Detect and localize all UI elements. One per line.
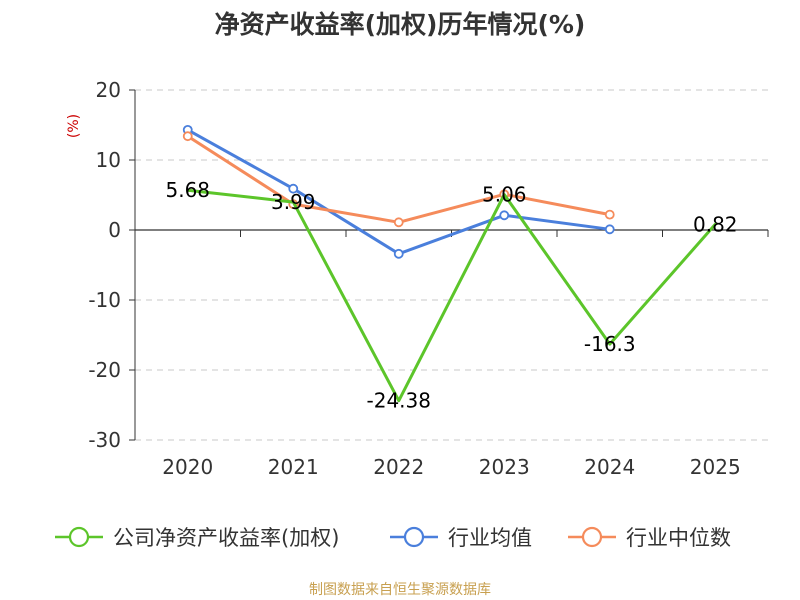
legend-label: 行业均值	[448, 526, 532, 550]
data-label: -16.3	[584, 332, 636, 356]
legend-item-1[interactable]: 公司净资产收益率(加权)	[55, 526, 339, 550]
axes: 20 10 0 -10 -20 -30 2020 2021 2022 2023 2024 2025	[88, 78, 769, 479]
series-3-point	[604, 209, 615, 220]
source-note: 制图数据来自恒生聚源数据库	[309, 582, 491, 598]
x-tick-label: 2024	[584, 455, 635, 479]
legend-label: 公司净资产收益率(加权)	[113, 526, 339, 550]
y-tick-label: 0	[108, 218, 121, 242]
x-tick-label: 2022	[373, 455, 424, 479]
series-2-point	[393, 248, 404, 259]
x-tick-label: 2021	[268, 455, 319, 479]
series-2-line	[186, 128, 612, 256]
legend-marker-icon	[581, 526, 603, 548]
x-tick-label: 2020	[162, 455, 213, 479]
legend-marker-icon	[403, 526, 425, 548]
data-labels: 5.68 3.99 -24.38 5.06 -16.3 0.82	[165, 178, 737, 412]
data-label: 5.68	[165, 178, 210, 202]
series-2-point	[604, 224, 615, 235]
series-2-point	[499, 210, 510, 221]
series-1-line	[186, 188, 717, 403]
data-label: 3.99	[271, 190, 316, 214]
series-2-point	[288, 183, 299, 194]
chart-title: 净资产收益率(加权)历年情况(%)	[215, 10, 586, 39]
series-3-point	[393, 217, 404, 228]
y-tick-label: -10	[88, 288, 121, 312]
legend-label: 行业中位数	[626, 526, 731, 550]
series-3-line	[186, 134, 612, 224]
legend-marker-icon	[68, 526, 90, 548]
y-tick-label: -20	[88, 358, 121, 382]
legend-item-2[interactable]: 行业均值	[390, 526, 532, 550]
x-tick-label: 2025	[690, 455, 741, 479]
y-tick-label: 10	[96, 148, 121, 172]
grid-lines	[135, 89, 768, 441]
data-label: 0.82	[693, 212, 738, 236]
y-axis-unit-label: (%)	[66, 114, 82, 138]
legend: 公司净资产收益率(加权) 行业均值 行业中位数	[55, 526, 731, 550]
series-3-point	[182, 131, 193, 142]
data-label: -24.38	[367, 389, 431, 413]
y-tick-label: 20	[96, 78, 121, 102]
x-tick-label: 2023	[479, 455, 530, 479]
y-tick-label: -30	[88, 428, 121, 452]
data-label: 5.06	[482, 183, 527, 207]
legend-item-3[interactable]: 行业中位数	[568, 526, 731, 550]
series-lines	[182, 124, 717, 403]
